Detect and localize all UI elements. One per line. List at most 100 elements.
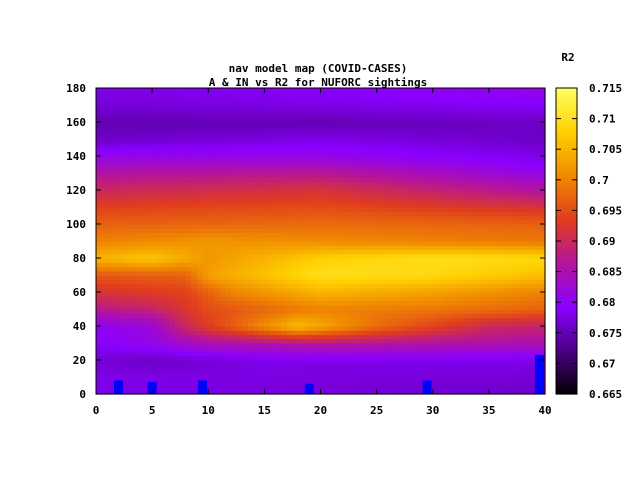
heatmap-cell <box>208 368 215 374</box>
heatmap-cell <box>96 368 103 374</box>
heatmap-cell <box>236 181 243 187</box>
heatmap-cell <box>247 181 254 187</box>
heatmap-cell <box>107 296 114 302</box>
heatmap-cell <box>494 377 501 382</box>
heatmap-cell <box>219 364 226 370</box>
heatmap-cell <box>225 134 232 140</box>
heatmap-cell <box>258 232 265 238</box>
heatmap-cell <box>376 338 383 344</box>
heatmap-cell <box>298 173 305 178</box>
heatmap-cell <box>539 151 546 157</box>
heatmap-cell <box>180 139 187 144</box>
heatmap-cell <box>146 253 153 259</box>
heatmap-cell <box>488 236 496 242</box>
heatmap-cell <box>371 134 378 140</box>
heatmap-cell <box>415 343 423 348</box>
heatmap-cell <box>528 313 535 319</box>
heatmap-cell <box>387 266 395 272</box>
heatmap-cell <box>421 224 428 229</box>
heatmap-cell <box>292 360 299 365</box>
heatmap-cell <box>365 202 372 208</box>
heatmap-cell <box>247 343 254 348</box>
heatmap-cell <box>387 130 395 136</box>
heatmap-cell <box>432 385 439 391</box>
heatmap-cell <box>269 168 277 174</box>
heatmap-cell <box>342 253 350 259</box>
heatmap-cell <box>387 377 395 382</box>
heatmap-cell <box>494 198 501 204</box>
heatmap-cell <box>174 147 181 153</box>
heatmap-cell <box>191 232 198 238</box>
heatmap-cell <box>152 270 159 276</box>
heatmap-cell <box>371 330 378 336</box>
heatmap-cell <box>286 143 294 149</box>
heatmap-cell <box>466 313 473 319</box>
heatmap-cell <box>107 147 114 153</box>
heatmap-cell <box>528 296 535 302</box>
heatmap-cell <box>410 181 417 187</box>
heatmap-cell <box>191 258 198 263</box>
heatmap-cell <box>382 368 389 374</box>
heatmap-cell <box>281 219 288 225</box>
heatmap-cell <box>314 321 322 327</box>
heatmap-cell <box>236 249 243 255</box>
heatmap-cell <box>511 164 518 170</box>
heatmap-cell <box>399 364 406 370</box>
heatmap-cell <box>180 177 187 183</box>
heatmap-cell <box>107 168 114 174</box>
heatmap-cell <box>303 279 310 285</box>
heatmap-cell <box>432 368 439 374</box>
heatmap-cell <box>185 360 193 365</box>
heatmap-cell <box>533 283 540 289</box>
heatmap-cell <box>348 253 355 259</box>
heatmap-cell <box>528 317 535 323</box>
heatmap-cell <box>460 164 468 170</box>
heatmap-cell <box>107 228 114 234</box>
heatmap-cell <box>505 317 512 323</box>
heatmap-cell <box>494 211 501 217</box>
heatmap-cell <box>455 326 462 331</box>
heatmap-cell <box>275 368 282 374</box>
heatmap-cell <box>500 343 507 348</box>
heatmap-cell <box>348 134 355 140</box>
heatmap-cell <box>124 360 131 365</box>
heatmap-cell <box>483 381 490 387</box>
heatmap-cell <box>522 326 529 331</box>
heatmap-cell <box>404 309 411 314</box>
heatmap-cell <box>337 253 344 259</box>
heatmap-cell <box>494 313 501 319</box>
heatmap-cell <box>146 330 153 336</box>
heatmap-cell <box>124 224 131 229</box>
heatmap-cell <box>365 338 372 344</box>
heatmap-cell <box>96 385 103 391</box>
heatmap-cell <box>264 287 271 293</box>
heatmap-cell <box>191 270 198 276</box>
heatmap-cell <box>152 139 159 144</box>
heatmap-cell <box>168 224 176 229</box>
heatmap-cell <box>107 262 114 268</box>
heatmap-cell <box>208 168 215 174</box>
heatmap-cell <box>359 381 366 387</box>
heatmap-cell <box>185 262 193 268</box>
heatmap-cell <box>180 351 187 357</box>
heatmap-cell <box>505 309 512 314</box>
heatmap-cell <box>376 194 383 200</box>
heatmap-cell <box>415 249 423 255</box>
heatmap-cell <box>191 198 198 204</box>
heatmap-cell <box>118 194 125 200</box>
heatmap-cell <box>483 300 490 306</box>
heatmap-cell <box>354 151 361 157</box>
heatmap-cell <box>387 215 395 221</box>
heatmap-cell <box>359 185 366 191</box>
heatmap-cell <box>124 249 131 255</box>
heatmap-cell <box>539 181 546 187</box>
heatmap-cell <box>460 211 468 217</box>
heatmap-cell <box>101 164 108 170</box>
heatmap-cell <box>359 215 366 221</box>
heatmap-cell <box>197 194 204 200</box>
heatmap-cell <box>258 151 265 157</box>
heatmap-cell <box>460 207 468 212</box>
heatmap-cell <box>466 228 473 234</box>
heatmap-cell <box>511 326 518 331</box>
heatmap-cell <box>376 258 383 263</box>
